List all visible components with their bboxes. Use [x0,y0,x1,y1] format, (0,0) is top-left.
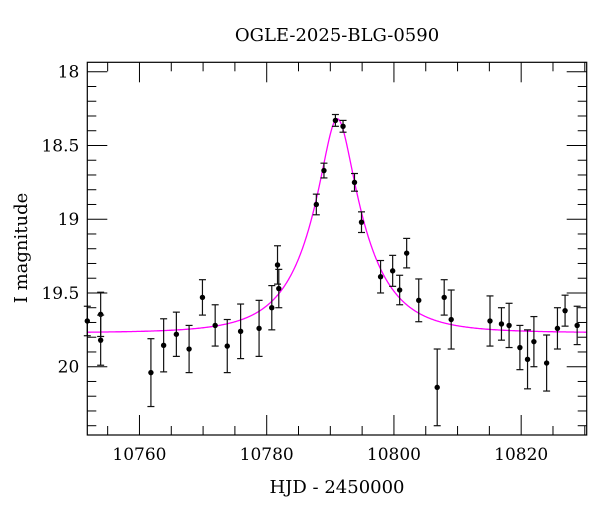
data-point [403,237,411,269]
data-marker [434,384,440,391]
data-point [147,338,155,408]
data-point [440,279,448,316]
data-marker [358,219,365,225]
data-marker [256,325,262,332]
data-point [505,302,513,349]
data-point [211,304,219,347]
data-point [573,305,581,346]
data-point [331,113,339,127]
data-point [350,172,358,192]
data-point [223,318,231,374]
data-point [543,334,551,392]
data-point [312,193,320,216]
data-point [237,303,245,360]
data-marker [276,285,282,292]
data-marker [173,331,180,337]
x-tick-label: 10760 [112,445,166,465]
model-curve-group [87,118,587,333]
axis-ticks [87,62,587,435]
data-marker [313,201,320,208]
data-marker [531,338,537,345]
y-tick-label: 20 [58,358,80,378]
data-marker [340,123,346,130]
data-marker [274,262,281,268]
data-marker [396,287,403,293]
data-point [377,259,385,294]
data-point [97,314,105,366]
data-marker [321,167,327,174]
data-marker [160,342,167,349]
y-tick-label: 18.5 [41,136,79,156]
data-point [486,295,494,347]
data-point [274,245,282,285]
x-tick-label: 10820 [494,445,548,465]
data-point [553,307,561,350]
data-point [530,315,538,368]
chart-title: OGLE-2025-BLG-0590 [235,25,439,46]
y-axis-label: I magnitude [11,193,32,304]
data-marker [237,328,244,335]
data-point [396,274,404,306]
data-marker [543,360,550,366]
data-marker [212,322,218,329]
data-point [185,324,193,374]
data-point [357,211,365,234]
tick-labels: 10760 10780 10800 10820 18 18.5 19 19.5 20 [41,63,548,465]
data-marker [498,321,505,327]
data-marker [97,311,104,318]
data-point [447,289,455,350]
data-point [275,268,283,309]
data-point [172,311,180,357]
data-marker [554,325,561,332]
x-tick-label: 10780 [240,445,294,465]
y-tick-label: 19 [58,210,80,230]
data-point [339,119,347,133]
plot-frame [86,61,588,436]
data-point [415,278,423,323]
data-marker [416,297,422,304]
data-point [268,284,276,331]
data-marker [487,318,493,324]
data-point [433,348,441,427]
data-point [255,299,263,357]
data-point [497,307,505,341]
data-marker [351,179,358,186]
model-curve [87,118,587,333]
data-marker [517,344,523,351]
data-point [160,318,168,373]
data-marker [403,250,410,256]
data-marker [148,369,154,376]
data-marker [97,337,104,343]
data-marker [506,322,512,329]
y-tick-label: 18 [58,63,80,83]
data-marker [574,322,580,329]
data-marker [562,307,568,314]
data-marker [224,343,230,349]
data-point [516,324,524,371]
x-axis-label: HJD - 2450000 [269,477,404,498]
data-point [524,329,532,390]
data-marker [389,268,396,274]
data-marker [524,356,531,363]
x-tick-label: 10800 [367,445,421,465]
data-point [561,294,569,327]
data-points [83,113,581,427]
data-point [198,279,206,316]
data-marker [441,294,447,301]
data-point [389,254,397,287]
data-marker [186,346,192,352]
data-point [320,162,328,179]
data-marker [269,305,275,311]
data-marker [377,274,384,280]
y-tick-label: 19.5 [41,284,79,304]
data-marker [332,117,339,124]
data-marker [199,294,206,301]
data-marker [448,316,454,323]
